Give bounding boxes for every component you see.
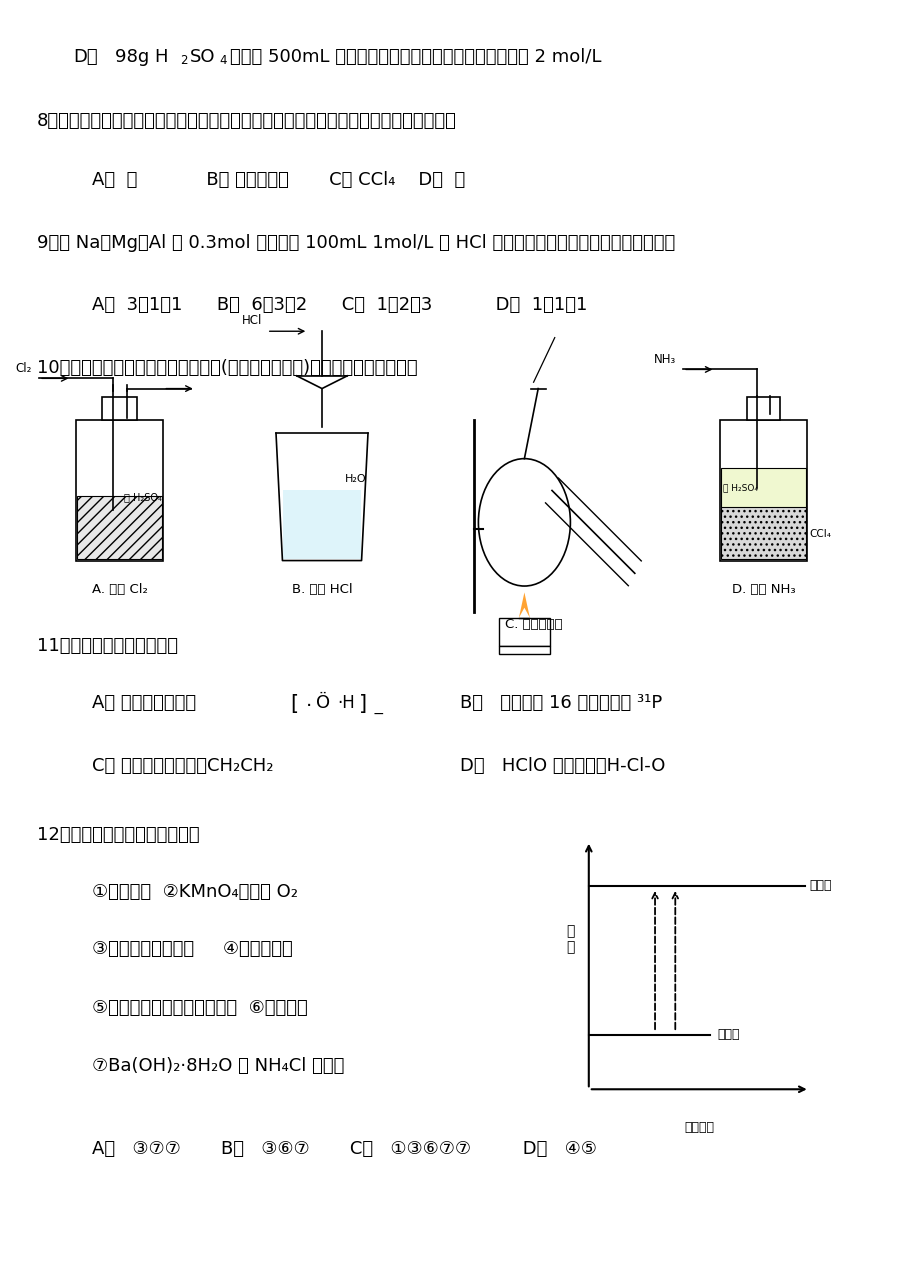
Text: 12．下列变化符合如下图示的是: 12．下列变化符合如下图示的是 xyxy=(37,826,199,843)
Text: ]: ] xyxy=(358,694,367,715)
Text: H₂O: H₂O xyxy=(345,474,367,484)
Text: 反应物: 反应物 xyxy=(717,1028,739,1041)
Bar xyxy=(75,420,164,561)
Text: ③铝与氧化铁的反应     ④钓与水反应: ③铝与氧化铁的反应 ④钓与水反应 xyxy=(92,940,292,958)
Text: D．   HClO 的结构式：H-Cl-O: D． HClO 的结构式：H-Cl-O xyxy=(460,757,664,775)
Text: C. 石油的蒸馏: C. 石油的蒸馏 xyxy=(505,618,562,631)
Text: NH₃: NH₃ xyxy=(652,353,675,366)
Bar xyxy=(498,618,550,646)
Text: A．  3：1：1      B．  6：3：2      C．  1：2：3           D．  1：1：1: A． 3：1：1 B． 6：3：2 C． 1：2：3 D． 1：1：1 xyxy=(92,296,586,313)
Text: 8．将下列各种液体分别与溡水混合并振荡，静置后混合液分为两层，下层几乎无色的是: 8．将下列各种液体分别与溡水混合并振荡，静置后混合液分为两层，下层几乎无色的是 xyxy=(37,112,456,130)
Text: 生成物: 生成物 xyxy=(809,879,831,892)
Text: 98g H: 98g H xyxy=(115,48,168,66)
Text: −: − xyxy=(372,707,384,721)
Text: ①冰雪融化  ②KMnO₄分解制 O₂: ①冰雪融化 ②KMnO₄分解制 O₂ xyxy=(92,883,298,901)
Text: ·: · xyxy=(306,697,312,716)
Text: 10．用下列实验装置完成对应的实验(部分件器已省略)，能达到实验目的的是: 10．用下列实验装置完成对应的实验(部分件器已省略)，能达到实验目的的是 xyxy=(37,359,417,377)
Text: A． 羟基的电子式：: A． 羟基的电子式： xyxy=(92,694,196,712)
Text: A．   ③⑦⑦       B．   ③⑥⑦       C．   ①③⑥⑦⑦         D．   ④⑤: A． ③⑦⑦ B． ③⑥⑦ C． ①③⑥⑦⑦ D． ④⑤ xyxy=(92,1140,596,1158)
Text: Ö: Ö xyxy=(315,694,329,712)
Text: Cl₂: Cl₂ xyxy=(16,362,31,375)
Bar xyxy=(720,506,805,559)
Text: CCl₄: CCl₄ xyxy=(809,529,830,539)
Text: [: [ xyxy=(289,694,298,715)
Text: ⑤二氧化碗与灼热的木炭反应  ⑥码的升华: ⑤二氧化碗与灼热的木炭反应 ⑥码的升华 xyxy=(92,999,308,1017)
Bar xyxy=(720,468,805,507)
Text: C． 乙烯的结构简式：CH₂CH₂: C． 乙烯的结构简式：CH₂CH₂ xyxy=(92,757,273,775)
Text: 11．下列化学用语正确的是: 11．下列化学用语正确的是 xyxy=(37,637,177,655)
Polygon shape xyxy=(283,490,360,559)
Bar xyxy=(77,497,162,559)
Text: 溶解于 500mL 水中，所得溶液中硫酸的物质的量浓度为 2 mol/L: 溶解于 500mL 水中，所得溶液中硫酸的物质的量浓度为 2 mol/L xyxy=(230,48,601,66)
Text: 2: 2 xyxy=(180,54,187,66)
Text: D．: D． xyxy=(74,48,98,66)
Text: ⑦Ba(OH)₂·8H₂O 和 NH₄Cl 的反应: ⑦Ba(OH)₂·8H₂O 和 NH₄Cl 的反应 xyxy=(92,1057,344,1075)
Text: SO: SO xyxy=(189,48,215,66)
Text: 9．将 Na、Mg、Al 各 0.3mol 分别放入 100mL 1mol/L 的 HCl 中，同温同压下产生的气体的体积比是: 9．将 Na、Mg、Al 各 0.3mol 分别放入 100mL 1mol/L … xyxy=(37,234,675,252)
Text: A. 干燥 Cl₂: A. 干燥 Cl₂ xyxy=(92,583,147,596)
Bar xyxy=(102,397,137,420)
Text: 液 H₂SO₄: 液 H₂SO₄ xyxy=(124,492,162,502)
Bar xyxy=(719,420,807,561)
Text: 反应过程: 反应过程 xyxy=(684,1121,713,1134)
Text: 稀 H₂SO₄: 稀 H₂SO₄ xyxy=(722,483,757,492)
Text: 能
量: 能 量 xyxy=(566,925,574,954)
Text: ·H: ·H xyxy=(337,694,355,712)
Bar xyxy=(498,646,550,654)
Text: B．   中子数为 16 的磷原子： ³¹P: B． 中子数为 16 的磷原子： ³¹P xyxy=(460,694,662,712)
Text: HCl: HCl xyxy=(242,315,262,327)
Text: D. 吸收 NH₃: D. 吸收 NH₃ xyxy=(731,583,795,596)
Polygon shape xyxy=(518,592,529,618)
Text: 4: 4 xyxy=(219,54,226,66)
Text: B. 吸收 HCl: B. 吸收 HCl xyxy=(291,583,352,596)
Text: A．  苯            B． 碗化颉溶液       C． CCl₄    D．  水: A． 苯 B． 碗化颉溶液 C． CCl₄ D． 水 xyxy=(92,171,465,189)
Bar xyxy=(746,397,779,420)
